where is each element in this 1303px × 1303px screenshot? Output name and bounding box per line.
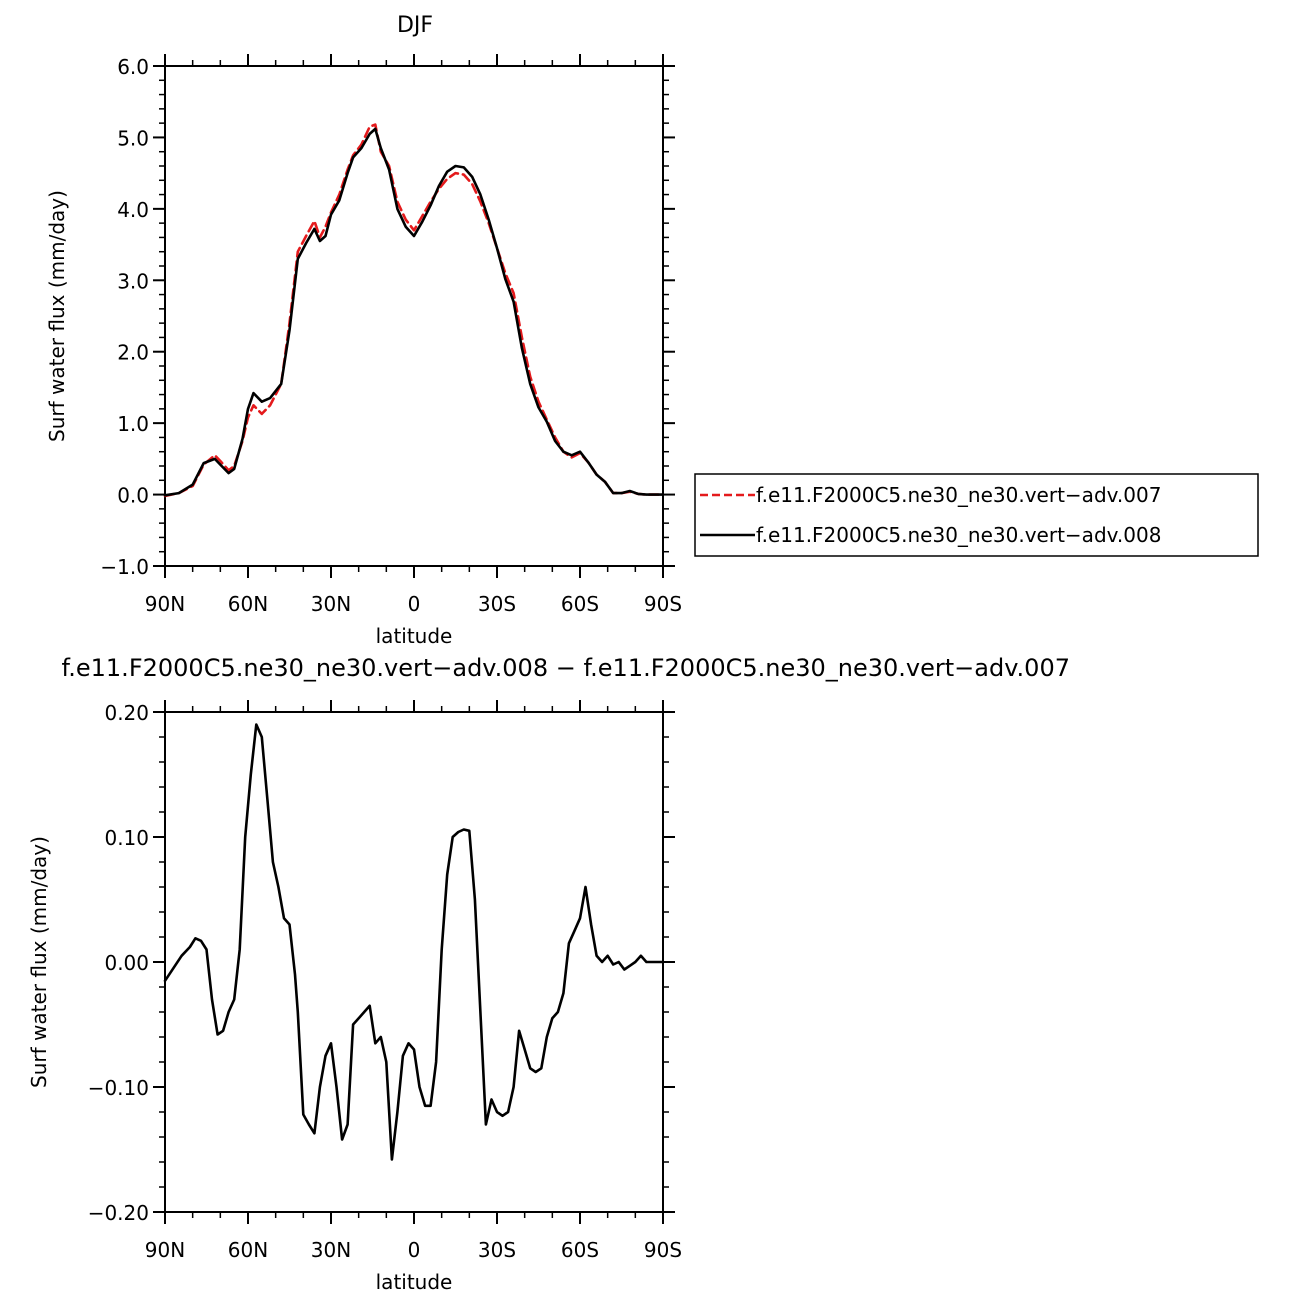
top-x-tick-label: 0 [408,592,421,616]
bottom-x-tick-label: 0 [408,1238,421,1262]
bottom-x-tick-label: 30N [311,1238,351,1262]
legend-label-007: f.e11.F2000C5.ne30_ne30.vert−adv.007 [756,483,1161,507]
top-series-line-0 [163,123,665,498]
bottom-x-tick-labels: 90N 60N 30N 0 30S 60S 90S [145,1238,682,1262]
top-panel: DJF −1.0 0.0 1.0 2.0 3.0 4.0 5.0 6.0 90N 60N 30N 0… [45,13,1259,648]
bottom-y-tick-label: 0.20 [104,701,149,725]
top-x-axis-label: latitude [376,624,453,648]
top-y-tick-label: 0.0 [117,484,149,508]
top-x-tick-label: 90N [145,592,185,616]
legend-label-008: f.e11.F2000C5.ne30_ne30.vert−adv.008 [756,523,1161,547]
top-y-tick-label: 6.0 [117,55,149,79]
top-chart-title: DJF [397,13,433,38]
top-y-tick-label: 3.0 [117,269,149,293]
top-y-tick-label: 5.0 [117,126,149,150]
bottom-chart-title: f.e11.F2000C5.ne30_ne30.vert−adv.008 − f… [62,654,1070,682]
bottom-ticks [153,700,675,1224]
bottom-x-tick-label: 30S [478,1238,516,1262]
top-x-tick-label: 60N [228,592,268,616]
bottom-series-line-0 [163,723,665,1161]
bottom-y-tick-label: 0.00 [104,951,149,975]
top-y-tick-label: −1.0 [100,555,149,579]
bottom-series-group [163,723,665,1161]
top-y-axis-label: Surf water flux (mm/day) [45,190,69,442]
top-x-tick-labels: 90N 60N 30N 0 30S 60S 90S [145,592,682,616]
top-ticks [153,54,675,578]
bottom-x-tick-label: 90S [644,1238,682,1262]
bottom-x-tick-label: 90N [145,1238,185,1262]
top-y-tick-label: 2.0 [117,341,149,365]
bottom-x-tick-label: 60N [228,1238,268,1262]
top-series-line-1 [163,127,665,497]
bottom-y-tick-label: 0.10 [104,826,149,850]
top-y-tick-label: 1.0 [117,412,149,436]
bottom-y-axis-label: Surf water flux (mm/day) [27,836,51,1088]
top-y-tick-labels: −1.0 0.0 1.0 2.0 3.0 4.0 5.0 6.0 [100,55,149,579]
bottom-y-tick-labels: −0.20 −0.10 0.00 0.10 0.20 [88,701,149,1225]
bottom-x-tick-label: 60S [561,1238,599,1262]
top-x-tick-label: 60S [561,592,599,616]
bottom-y-tick-label: −0.20 [88,1201,149,1225]
top-series-group [163,123,665,498]
top-x-tick-label: 30S [478,592,516,616]
bottom-x-axis-label: latitude [376,1270,453,1294]
top-x-tick-label: 90S [644,592,682,616]
bottom-panel: f.e11.F2000C5.ne30_ne30.vert−adv.008 − f… [27,654,1070,1294]
top-x-tick-label: 30N [311,592,351,616]
bottom-y-tick-label: −0.10 [88,1076,149,1100]
legend: f.e11.F2000C5.ne30_ne30.vert−adv.007 f.e… [694,473,1259,557]
legend-box [694,473,1259,557]
top-y-tick-label: 4.0 [117,198,149,222]
